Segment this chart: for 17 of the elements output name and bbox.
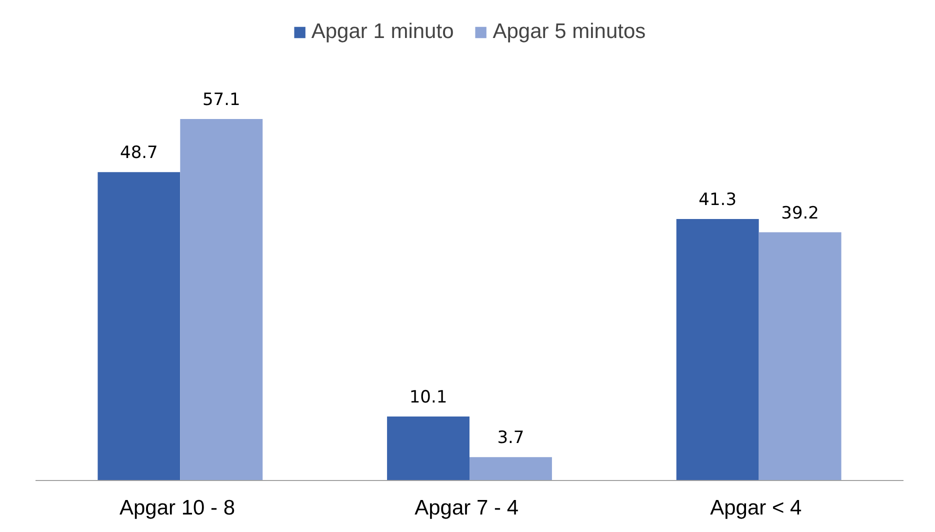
legend-label: Apgar 1 minuto <box>311 20 454 44</box>
data-label: 3.7 <box>497 428 524 448</box>
data-label: 41.3 <box>698 190 737 210</box>
bar <box>98 172 180 480</box>
bar <box>676 219 759 480</box>
bar <box>758 232 842 480</box>
x-tick-label: Apgar 10 - 8 <box>119 496 236 520</box>
x-tick-label: Apgar 7 - 4 <box>414 496 519 520</box>
x-tick-label: Apgar < 4 <box>710 496 802 520</box>
data-label: 10.1 <box>409 388 448 408</box>
bar <box>470 457 552 480</box>
data-label: 39.2 <box>781 203 819 224</box>
bar <box>180 118 263 480</box>
bar <box>387 416 470 480</box>
legend-label: Apgar 5 minutos <box>492 20 646 44</box>
data-label: 57.1 <box>202 90 240 110</box>
data-label: 48.7 <box>120 143 158 164</box>
